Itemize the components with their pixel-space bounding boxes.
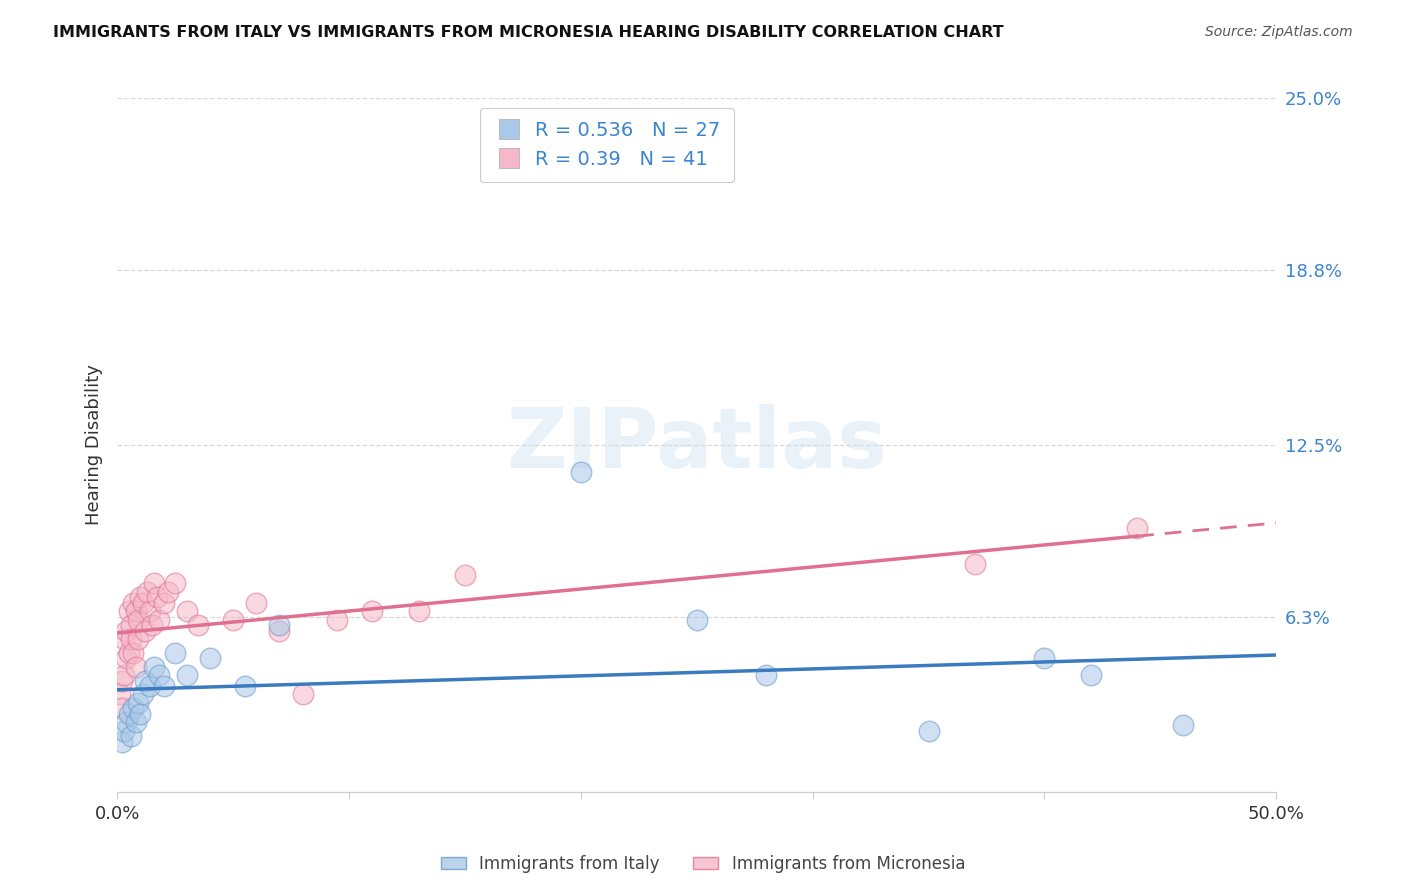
Point <box>120 632 142 646</box>
Point <box>136 584 159 599</box>
Point <box>1080 668 1102 682</box>
Point <box>148 613 170 627</box>
Point <box>1173 718 1195 732</box>
Point <box>122 596 145 610</box>
Point <box>198 651 221 665</box>
Point <box>141 618 163 632</box>
Point <box>269 624 291 638</box>
Point <box>454 568 477 582</box>
Point <box>127 613 149 627</box>
Text: ZIPatlas: ZIPatlas <box>506 404 887 485</box>
Point <box>138 604 160 618</box>
Legend: R = 0.536   N = 27, R = 0.39   N = 41: R = 0.536 N = 27, R = 0.39 N = 41 <box>481 108 734 183</box>
Point <box>122 701 145 715</box>
Point <box>1126 521 1149 535</box>
Point <box>115 651 138 665</box>
Point <box>963 557 986 571</box>
Point <box>127 696 149 710</box>
Point <box>120 729 142 743</box>
Point <box>269 618 291 632</box>
Point <box>111 734 134 748</box>
Point <box>165 576 187 591</box>
Point <box>111 673 134 688</box>
Text: Source: ZipAtlas.com: Source: ZipAtlas.com <box>1205 25 1353 39</box>
Point <box>127 632 149 646</box>
Point <box>157 584 180 599</box>
Point <box>176 604 198 618</box>
Point <box>134 624 156 638</box>
Point <box>1033 651 1056 665</box>
Point <box>569 466 592 480</box>
Point <box>125 659 148 673</box>
Point <box>134 673 156 688</box>
Point <box>152 596 174 610</box>
Point <box>165 646 187 660</box>
Text: IMMIGRANTS FROM ITALY VS IMMIGRANTS FROM MICRONESIA HEARING DISABILITY CORRELATI: IMMIGRANTS FROM ITALY VS IMMIGRANTS FROM… <box>53 25 1004 40</box>
Legend: Immigrants from Italy, Immigrants from Micronesia: Immigrants from Italy, Immigrants from M… <box>434 848 972 880</box>
Point <box>187 618 209 632</box>
Point <box>118 604 141 618</box>
Point <box>291 688 314 702</box>
Point <box>755 668 778 682</box>
Point <box>112 668 135 682</box>
Point <box>138 679 160 693</box>
Point <box>917 723 939 738</box>
Point <box>125 604 148 618</box>
Point <box>326 613 349 627</box>
Point <box>131 596 153 610</box>
Point <box>125 715 148 730</box>
Point <box>686 613 709 627</box>
Point <box>361 604 384 618</box>
Point <box>233 679 256 693</box>
Point <box>131 688 153 702</box>
Point <box>120 618 142 632</box>
Point <box>148 668 170 682</box>
Point <box>115 624 138 638</box>
Point <box>112 632 135 646</box>
Point <box>408 604 430 618</box>
Point <box>112 723 135 738</box>
Point <box>129 591 152 605</box>
Point <box>108 688 131 702</box>
Y-axis label: Hearing Disability: Hearing Disability <box>86 364 103 525</box>
Point <box>245 596 267 610</box>
Point <box>129 706 152 721</box>
Point <box>176 668 198 682</box>
Point <box>111 701 134 715</box>
Point <box>145 591 167 605</box>
Point <box>222 613 245 627</box>
Point <box>152 679 174 693</box>
Point <box>122 646 145 660</box>
Point <box>118 646 141 660</box>
Point <box>143 659 166 673</box>
Point <box>118 706 141 721</box>
Point <box>115 715 138 730</box>
Point <box>143 576 166 591</box>
